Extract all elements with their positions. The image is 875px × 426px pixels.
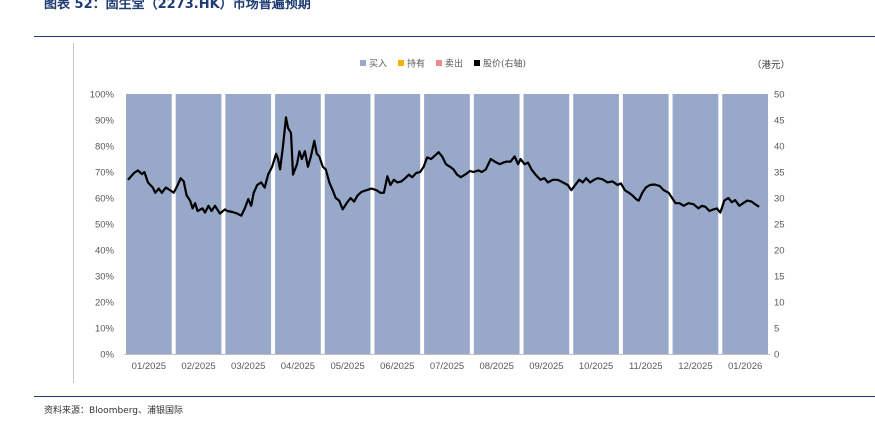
bar-0-5 (374, 94, 421, 354)
bar-0-9 (573, 94, 619, 354)
legend-item-price-label: 股价(右轴) (483, 58, 526, 70)
right-tick-label: 50 (774, 90, 785, 101)
right-tick-label: 25 (774, 220, 785, 231)
legend-item-2-label: 卖出 (445, 58, 463, 70)
bar-0-11 (672, 94, 719, 354)
x-tick-label: 04/2025 (281, 361, 315, 372)
x-tick-label: 05/2025 (330, 361, 364, 372)
x-tick-label: 09/2025 (529, 361, 563, 372)
x-tick-label: 12/2025 (678, 361, 712, 372)
bar-0-2 (225, 94, 272, 354)
right-tick-label: 10 (774, 298, 785, 309)
right-tick-label: 0 (774, 350, 779, 361)
bar-0-10 (622, 94, 669, 354)
bars (126, 94, 768, 354)
bar-0-4 (324, 94, 371, 354)
left-tick-label: 20% (95, 298, 115, 309)
legend-item-1-label: 持有 (407, 58, 425, 70)
legend-item-1-swatch (398, 60, 404, 66)
right-tick-label: 35 (774, 168, 785, 179)
legend-item-0-label: 买入 (369, 59, 387, 70)
x-tick-label: 08/2025 (480, 361, 514, 372)
x-tick-label: 06/2025 (380, 361, 414, 372)
x-tick-label: 01/2025 (132, 361, 166, 372)
left-tick-label: 80% (95, 142, 115, 153)
left-tick-label: 60% (95, 194, 115, 205)
legend-item-2-swatch (436, 60, 442, 66)
right-axis-ticks: 0 5 10 15 20 25 30 35 40 45 50 (774, 90, 785, 361)
bottom-rule (34, 396, 875, 397)
right-tick-label: 30 (774, 194, 785, 205)
x-tick-label: 01/2026 (728, 361, 762, 372)
x-tick-label: 03/2025 (231, 361, 265, 372)
figure-title: 图表 52：固生堂（2273.HK）市场普遍预期 (44, 0, 311, 12)
left-tick-label: 50% (95, 220, 115, 231)
right-tick-label: 20 (774, 246, 785, 257)
right-axis-unit: （港元） (752, 59, 790, 71)
x-tick-label: 02/2025 (181, 361, 215, 372)
legend-item-price-swatch (474, 60, 480, 66)
source-note: 资料来源：Bloomberg、浦银国际 (44, 406, 183, 416)
top-rule (34, 36, 875, 37)
price-line (127, 116, 760, 217)
x-axis-ticks: 01/2025 02/2025 03/2025 04/2025 05/2025 06/20… (132, 361, 763, 372)
right-tick-label: 40 (774, 142, 785, 153)
left-tick-label: 90% (95, 116, 115, 127)
bar-0-8 (523, 94, 570, 354)
x-tick-label: 10/2025 (579, 361, 613, 372)
left-tick-label: 40% (95, 246, 115, 257)
bar-0-6 (424, 94, 470, 354)
left-tick-label: 30% (95, 272, 115, 283)
left-tick-label: 70% (95, 168, 115, 179)
bar-0-12 (722, 94, 768, 354)
x-tick-label: 07/2025 (430, 361, 464, 372)
legend-item-0-swatch (360, 60, 366, 66)
bar-0-3 (275, 94, 321, 354)
right-tick-label: 5 (774, 324, 779, 335)
left-tick-label: 0% (100, 350, 114, 361)
right-tick-label: 45 (774, 116, 785, 127)
left-tick-label: 10% (95, 324, 115, 335)
legend: 买入 持有 卖出 股价(右轴) (360, 58, 526, 70)
left-tick-label: 100% (90, 90, 115, 101)
x-tick-label: 11/2025 (629, 361, 663, 372)
bar-0-1 (175, 94, 222, 354)
bar-0-0 (126, 94, 172, 354)
bar-0-7 (473, 94, 520, 354)
frame-left-border (73, 43, 74, 383)
left-axis-ticks: 0% 10% 20% 30% 40% 50% 60% 70% 80% 90% 100% (90, 90, 115, 361)
right-tick-label: 15 (774, 272, 785, 283)
